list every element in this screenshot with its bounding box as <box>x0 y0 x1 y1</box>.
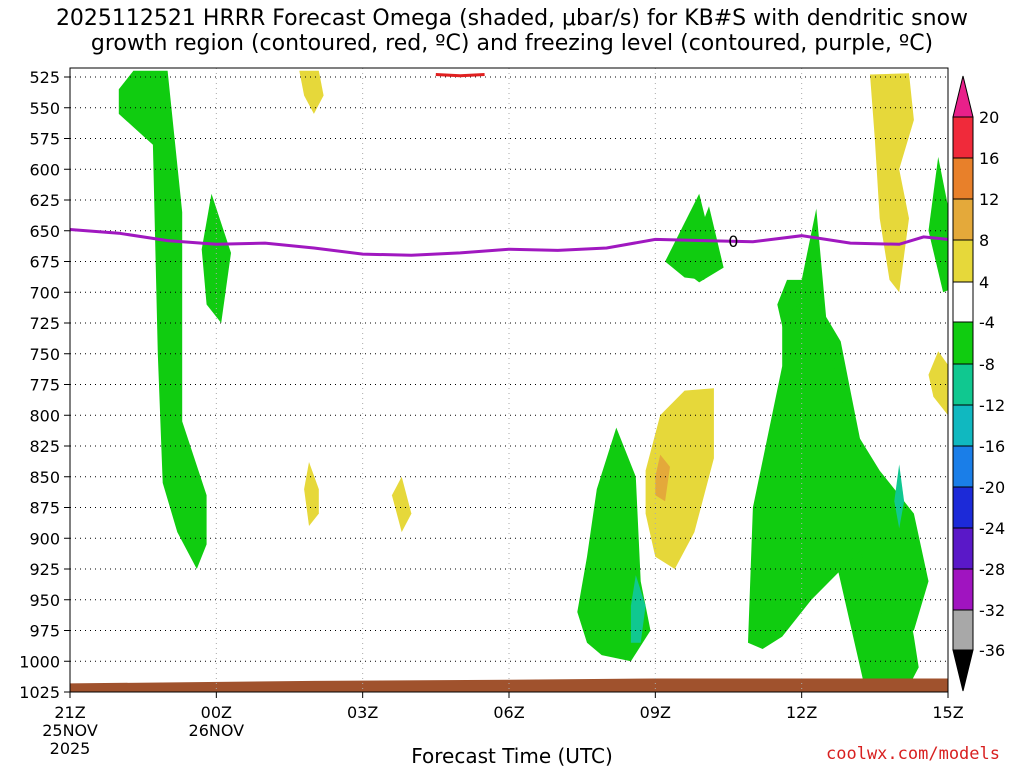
x-tick-label: 09Z <box>640 703 671 722</box>
colorbar-label: 12 <box>979 190 999 209</box>
colorbar-band <box>952 404 974 447</box>
colorbar-label: 4 <box>979 273 989 292</box>
colorbar-band <box>952 281 974 323</box>
y-tick-label: 850 <box>29 468 60 487</box>
omega-region-upward <box>928 156 948 293</box>
colorbar-label: 20 <box>979 108 999 127</box>
y-tick-label: 825 <box>29 437 60 456</box>
y-tick-label: 950 <box>29 591 60 610</box>
y-tick-label: 1000 <box>19 652 60 671</box>
x-tick-date: 26NOV <box>189 721 245 740</box>
freezing-level-label: 0 <box>728 232 738 251</box>
colorbar-label: -24 <box>979 519 1005 538</box>
y-tick-label: 875 <box>29 499 60 518</box>
y-tick-label: 800 <box>29 406 60 425</box>
chart-title-line1: 2025112521 HRRR Forecast Omega (shaded, … <box>55 6 969 31</box>
y-tick-label: 975 <box>29 622 60 641</box>
x-tick-year: 2025 <box>50 739 91 758</box>
y-tick-label: 725 <box>29 314 60 333</box>
colorbar-band <box>952 321 974 365</box>
y-tick-label: 675 <box>29 253 60 272</box>
y-tick-label: 925 <box>29 560 60 579</box>
y-tick-label: 750 <box>29 345 60 364</box>
colorbar-band <box>952 198 974 241</box>
omega-region-upward <box>684 206 724 283</box>
omega-region-upward <box>118 70 207 570</box>
omega-region-downward <box>645 388 714 569</box>
y-tick-label: 575 <box>29 130 60 149</box>
omega-region-downward <box>391 476 412 533</box>
colorbar-band <box>952 116 974 159</box>
chart-title-line2: growth region (contoured, red, ºC) and f… <box>90 31 934 56</box>
colorbar-label: -8 <box>979 355 995 374</box>
dgz-contour <box>435 73 485 78</box>
freezing-level-line <box>70 228 948 257</box>
x-tick-label: 15Z <box>932 703 963 722</box>
y-tick-label: 550 <box>29 99 60 118</box>
colorbar-label: -36 <box>979 641 1005 660</box>
y-tick-label: 625 <box>29 191 60 210</box>
y-tick-label: 525 <box>29 68 60 87</box>
credit-text: coolwx.com/models <box>826 744 1000 764</box>
colorbar-band <box>952 239 974 283</box>
y-tick-label: 1025 <box>19 683 60 702</box>
x-axis-label: Forecast Time (UTC) <box>411 744 613 768</box>
y-tick-label: 700 <box>29 283 60 302</box>
colorbar-bottom-arrow <box>952 649 974 692</box>
omega-region-downward <box>299 70 324 114</box>
ground-fill <box>70 678 948 692</box>
colorbar-label: -12 <box>979 396 1005 415</box>
colorbar-top-arrow <box>952 75 974 118</box>
y-tick-label: 900 <box>29 529 60 548</box>
colorbar-band <box>952 157 974 200</box>
colorbar-band <box>952 486 974 529</box>
omega-region-upward <box>748 292 929 649</box>
omega-region-upward-strong <box>630 575 646 643</box>
omega-region-upward-strong <box>894 464 905 529</box>
colorbar-band <box>952 363 974 406</box>
y-tick-label: 600 <box>29 160 60 179</box>
colorbar-band <box>952 609 974 651</box>
y-tick-label: 650 <box>29 222 60 241</box>
colorbar-label: -20 <box>979 478 1005 497</box>
colorbar-label: 16 <box>979 149 999 168</box>
colorbar-label: -4 <box>979 313 995 332</box>
x-tick-label: 00Z <box>201 703 232 722</box>
colorbar-band <box>952 568 974 611</box>
colorbar-label: -32 <box>979 601 1005 620</box>
x-tick-label: 21Z <box>54 703 85 722</box>
x-tick-label: 06Z <box>493 703 524 722</box>
colorbar-label: 8 <box>979 231 989 250</box>
chart-title: 2025112521 HRRR Forecast Omega (shaded, … <box>0 6 1024 56</box>
colorbar-label: -28 <box>979 560 1005 579</box>
omega-region-downward <box>870 73 914 293</box>
y-tick-label: 775 <box>29 376 60 395</box>
plot-area: 0 <box>70 68 948 692</box>
x-tick-label: 12Z <box>786 703 817 722</box>
colorbar-label: -16 <box>979 437 1005 456</box>
colorbar-band <box>952 527 974 570</box>
omega-region-downward <box>304 462 319 526</box>
omega-region-downward-moderate <box>655 454 670 502</box>
colorbar-band <box>952 445 974 488</box>
x-tick-label: 03Z <box>347 703 378 722</box>
x-tick-date: 25NOV <box>42 721 98 740</box>
omega-region-downward <box>928 351 948 416</box>
